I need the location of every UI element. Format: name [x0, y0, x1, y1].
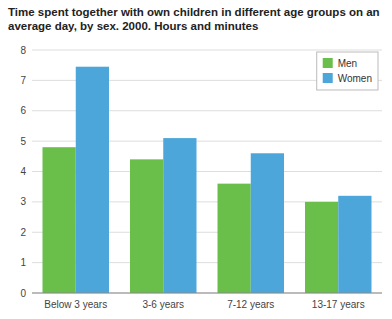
- title: Time spent together with own children in…: [8, 6, 380, 32]
- bar: [338, 196, 371, 293]
- bar: [130, 159, 163, 293]
- chart: Time spent together with own children in…: [0, 0, 392, 319]
- y-tick-label: 0: [20, 288, 26, 299]
- legend-swatch: [323, 73, 333, 83]
- y-tick-label: 5: [20, 136, 26, 147]
- bar: [251, 153, 284, 293]
- x-tick-label: 3-6 years: [142, 299, 184, 310]
- grid-line: [32, 50, 382, 51]
- y-tick-label: 1: [20, 257, 26, 268]
- bar: [305, 202, 338, 293]
- legend: Men Women: [317, 52, 378, 90]
- legend-box: [317, 52, 378, 90]
- bars: [43, 67, 372, 293]
- background: [0, 0, 392, 319]
- y-tick-label: 7: [20, 75, 26, 86]
- legend-label: Men: [338, 58, 357, 69]
- bar: [218, 184, 251, 293]
- y-tick-label: 4: [20, 166, 26, 177]
- legend-label: Women: [338, 73, 372, 84]
- legend-swatch: [323, 58, 333, 68]
- x-tick-label: 13-17 years: [312, 299, 365, 310]
- y-tick-label: 2: [20, 227, 26, 238]
- grid-line: [32, 293, 382, 294]
- bar: [76, 67, 109, 293]
- bar: [43, 147, 76, 293]
- x-axis: [32, 293, 382, 294]
- y-tick-label: 6: [20, 105, 26, 116]
- chart-container: Time spent together with own children in…: [0, 0, 392, 319]
- bar: [163, 138, 196, 293]
- x-tick-label: Below 3 years: [44, 299, 107, 310]
- y-tick-label: 8: [20, 45, 26, 56]
- y-tick-label: 3: [20, 196, 26, 207]
- x-tick-label: 7-12 years: [227, 299, 274, 310]
